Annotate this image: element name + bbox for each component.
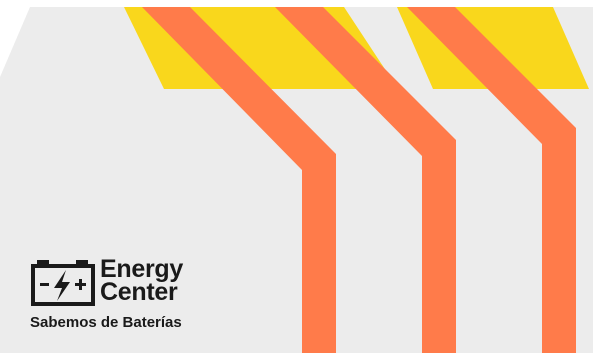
orange-stripe-3 [407,7,576,353]
orange-stripe-1 [142,7,336,353]
brand-name: Energy Center [100,255,183,306]
brand-tagline: Sabemos de Baterías [30,314,182,331]
orange-stripe-2 [275,7,456,353]
brand-block: Energy Center Sabemos de Baterías [30,255,230,338]
battery-bolt-icon [31,260,95,306]
brand-name-line2: Center [100,278,178,306]
brand-name-line1: Energy [100,255,183,283]
